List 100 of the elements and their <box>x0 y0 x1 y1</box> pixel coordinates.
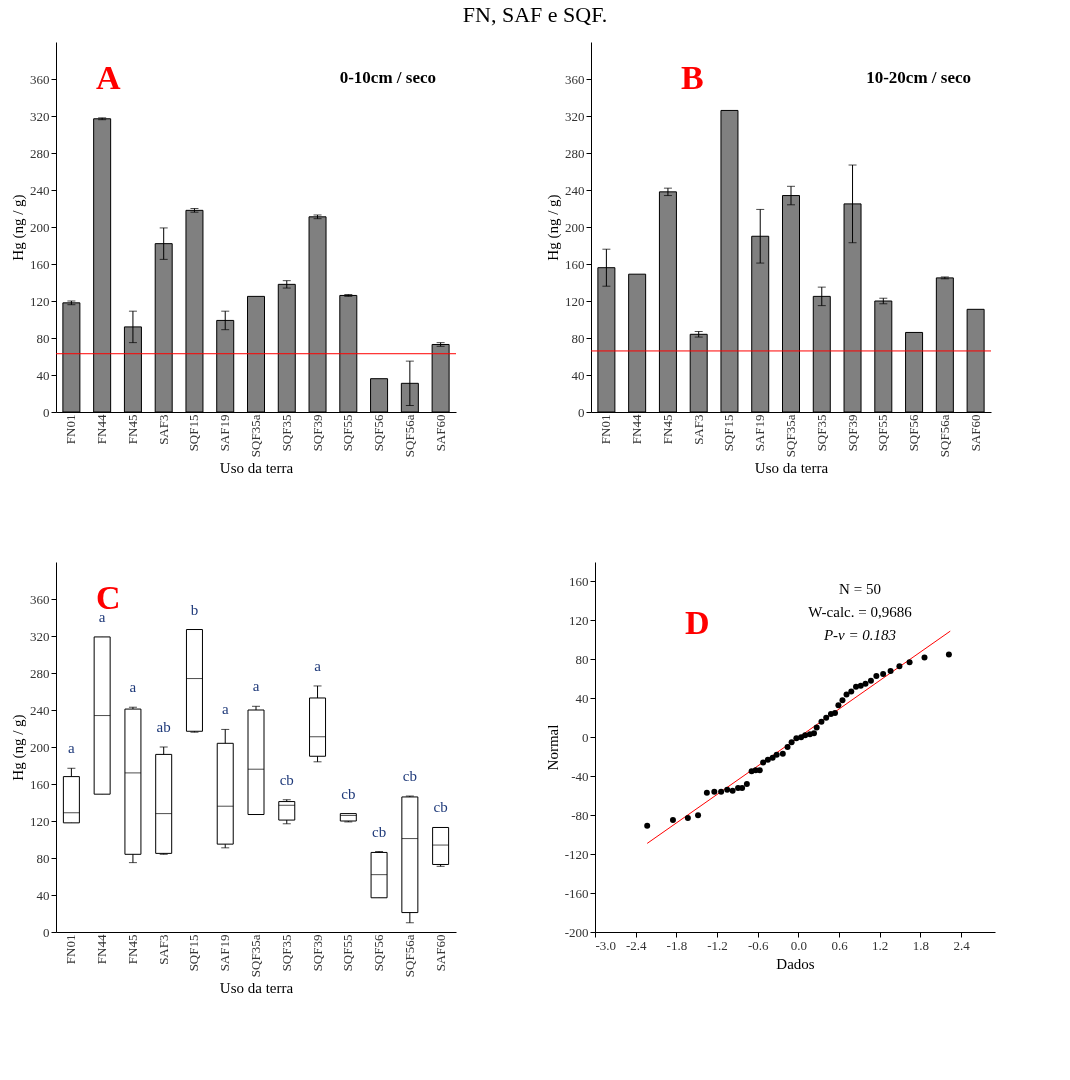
annotation: A <box>96 59 121 96</box>
x-tick-label: SQF56 <box>371 414 387 452</box>
y-tick-label: 120 <box>565 293 585 309</box>
y-axis-title: Hg (ng / g) <box>10 194 27 261</box>
y-tick-label: 160 <box>565 256 585 272</box>
point <box>810 730 817 737</box>
point <box>644 822 651 829</box>
y-tick-label: 360 <box>30 591 50 607</box>
x-tick-label: SQF55 <box>340 414 356 452</box>
point <box>695 812 702 819</box>
y-tick-label: 80 <box>575 651 589 667</box>
y-tick-label: -160 <box>564 885 589 901</box>
y-tick-label: 200 <box>565 219 585 235</box>
y-tick-label: 360 <box>565 71 585 87</box>
annotation: a <box>314 657 322 674</box>
x-tick-label: FN45 <box>124 414 140 445</box>
x-tick-label: SQF15 <box>721 414 737 452</box>
annotation: cb <box>433 799 448 816</box>
point <box>684 815 691 822</box>
text: FN, SAF e SQF. <box>461 2 609 28</box>
y-tick-label: 120 <box>30 813 50 829</box>
x-tick-label: SQF35 <box>813 414 829 452</box>
y-axis-title: Hg (ng / g) <box>545 194 562 261</box>
x-tick-label: SQF56a <box>936 414 952 458</box>
x-tick-label: SQF55 <box>875 414 891 452</box>
y-tick-label: -40 <box>571 768 589 784</box>
y-tick-label: -200 <box>564 924 589 940</box>
y-tick-label: 320 <box>30 108 50 124</box>
annotation: 0-10cm / seco <box>339 68 436 87</box>
x-tick-label: 0.0 <box>790 937 808 953</box>
y-tick-label: 280 <box>30 145 50 161</box>
point <box>718 788 725 795</box>
point <box>779 750 786 757</box>
point <box>832 709 838 716</box>
annotation: cb <box>279 771 294 788</box>
y-tick-label: 40 <box>36 367 50 383</box>
point <box>862 680 869 687</box>
annotation: b <box>190 601 199 618</box>
x-tick-label: 1.8 <box>912 937 930 953</box>
point <box>839 697 846 704</box>
x-tick-label: SQF56a <box>401 934 417 978</box>
point <box>802 732 809 739</box>
point <box>813 724 820 731</box>
annotation: W-calc. = 0,9686 <box>808 604 913 620</box>
point <box>873 672 880 679</box>
y-tick-label: 320 <box>30 628 50 644</box>
x-tick-label: SQF35a <box>248 414 263 458</box>
annotation: ab <box>156 719 171 735</box>
x-tick-label: -1.2 <box>707 937 728 953</box>
annotation: a <box>221 701 229 718</box>
point <box>921 654 928 661</box>
y-tick-label: 200 <box>30 219 50 235</box>
point <box>848 688 855 695</box>
point <box>880 670 887 677</box>
x-tick-label: FN01 <box>598 414 614 445</box>
x-tick-label: SQF15 <box>186 934 202 972</box>
y-tick-label: 240 <box>30 702 50 718</box>
annotation: D <box>685 604 710 641</box>
x-tick-label: FN45 <box>659 414 675 445</box>
annotation: P-v = 0.183 <box>822 627 897 643</box>
y-tick-label: 40 <box>575 690 589 706</box>
point <box>867 677 874 684</box>
x-tick-label: SQF56 <box>371 934 387 972</box>
x-tick-label: SQF56a <box>401 414 417 458</box>
x-tick-label: SQF35 <box>278 414 294 452</box>
y-tick-label: -120 <box>564 846 589 862</box>
y-tick-label: 80 <box>36 330 50 346</box>
point <box>906 659 913 666</box>
x-tick-label: -3.0 <box>595 937 617 953</box>
x-tick-label: 2.4 <box>953 937 971 953</box>
y-tick-label: 280 <box>565 145 585 161</box>
x-tick-label: SAF60 <box>432 934 448 972</box>
x-tick-label: FN01 <box>63 934 79 965</box>
x-tick-label: -2.4 <box>625 937 647 953</box>
y-tick-label: 120 <box>569 612 589 628</box>
x-tick-label: SQF15 <box>186 414 202 452</box>
point <box>945 651 952 658</box>
y-tick-label: 80 <box>36 850 50 866</box>
x-tick-label: SAF19 <box>217 934 233 972</box>
x-tick-label: -0.6 <box>747 937 769 953</box>
y-tick-label: 120 <box>30 293 50 309</box>
x-tick-label: SQF56 <box>906 414 922 452</box>
x-tick-label: SAF19 <box>752 414 768 452</box>
x-tick-label: SAF3 <box>690 414 706 445</box>
point <box>887 668 894 675</box>
point <box>773 751 780 758</box>
x-tick-label: 1.2 <box>872 937 889 953</box>
annotation: a <box>68 740 76 757</box>
point <box>793 735 800 742</box>
point <box>857 682 864 689</box>
point <box>843 691 850 698</box>
point <box>818 718 825 725</box>
x-tick-label: SAF19 <box>217 414 233 452</box>
y-tick-label: 240 <box>565 182 585 198</box>
point <box>784 744 791 750</box>
annotation: cb <box>371 823 387 840</box>
y-tick-label: 0 <box>43 404 50 420</box>
y-tick-label: 240 <box>30 182 50 198</box>
y-tick-label: 360 <box>30 71 50 87</box>
annotation: a <box>252 678 260 695</box>
